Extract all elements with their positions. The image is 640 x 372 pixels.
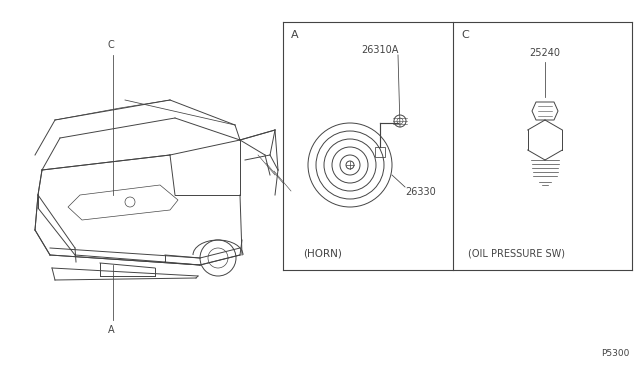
Text: 26330: 26330: [405, 187, 436, 197]
Text: A: A: [291, 30, 299, 40]
Text: C: C: [108, 40, 115, 50]
Text: (OIL PRESSURE SW): (OIL PRESSURE SW): [468, 248, 565, 258]
Text: P5300: P5300: [602, 349, 630, 358]
Text: 25240: 25240: [529, 48, 561, 58]
Text: 26310A: 26310A: [362, 45, 399, 55]
Text: (HORN): (HORN): [303, 248, 342, 258]
Text: C: C: [461, 30, 468, 40]
Text: A: A: [108, 325, 115, 335]
